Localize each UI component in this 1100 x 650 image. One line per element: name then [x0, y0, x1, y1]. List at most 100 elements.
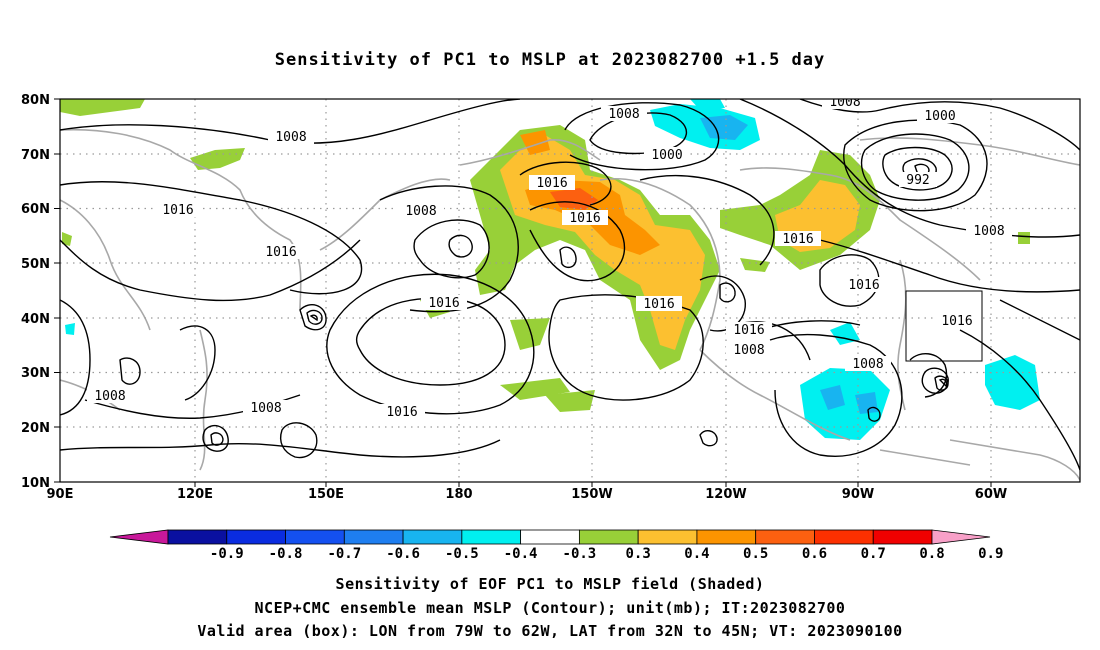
map-panel: 1008 1016 1016 1016 1008 1016 1008 1008 …	[59, 95, 1081, 483]
contour-label: 1000	[644, 147, 690, 163]
latitude-axis: 80N 70N 60N 50N 40N 30N 20N 10N	[21, 93, 50, 491]
contour-label: 1008	[966, 223, 1012, 239]
colorbar-label: 0.3	[626, 546, 651, 562]
contour-label: 1008	[87, 388, 133, 404]
svg-text:1008: 1008	[733, 343, 764, 358]
svg-text:1000: 1000	[651, 148, 682, 163]
svg-text:1008: 1008	[94, 389, 125, 404]
colorbar-swatch	[520, 529, 580, 545]
svg-text:1016: 1016	[536, 176, 567, 191]
svg-text:1008: 1008	[608, 107, 639, 122]
lat-ticks	[54, 98, 60, 483]
lon-label: 120W	[705, 487, 746, 502]
contour-label: 992	[899, 172, 937, 188]
contour-label: 1016	[258, 244, 304, 260]
contour-label: 1016	[841, 277, 887, 293]
colorbar-label: -0.6	[386, 546, 420, 562]
svg-text:1016: 1016	[265, 245, 296, 260]
contour-label: 1000	[917, 108, 963, 124]
valid-area-box	[905, 290, 983, 362]
svg-text:1016: 1016	[733, 323, 764, 338]
colorbar-swatch	[814, 529, 874, 545]
colorbar-label: 0.7	[861, 546, 886, 562]
svg-text:1016: 1016	[848, 278, 879, 293]
lat-label: 30N	[21, 366, 50, 381]
colorbar-label: 0.8	[919, 546, 944, 562]
colorbar-swatch	[578, 529, 639, 545]
lon-label: 90E	[47, 487, 74, 502]
colorbar-swatch	[872, 529, 933, 545]
colorbar-swatch	[285, 529, 345, 545]
svg-text:1008: 1008	[973, 224, 1004, 239]
svg-text:1016: 1016	[643, 297, 674, 312]
contour-label: 1016	[379, 404, 425, 420]
map-title: Sensitivity of PC1 to MSLP at 2023082700…	[274, 50, 826, 70]
colorbar-label: -0.9	[210, 546, 244, 562]
colorbar-swatch	[461, 529, 522, 545]
shade-blue	[700, 115, 878, 414]
colorbar-label: -0.5	[445, 546, 479, 562]
caption-contour: NCEP+CMC ensemble mean MSLP (Contour); u…	[254, 599, 846, 617]
lon-label: 180	[445, 487, 472, 502]
lat-label: 60N	[21, 202, 50, 217]
contour-label: 1016	[155, 202, 201, 218]
lon-label: 90W	[842, 487, 874, 502]
contour-labels: 1008 1016 1016 1016 1008 1016 1008 1008 …	[87, 95, 1012, 420]
contour-label: 1008	[822, 95, 868, 110]
svg-text:1008: 1008	[275, 130, 306, 145]
svg-text:1008: 1008	[852, 357, 883, 372]
colorbar-label: -0.8	[269, 546, 303, 562]
colorbar-label: 0.5	[743, 546, 768, 562]
lon-label: 150W	[571, 487, 612, 502]
svg-text:1008: 1008	[829, 95, 860, 110]
colorbar-swatch	[343, 529, 404, 545]
colorbar-swatch	[167, 529, 228, 545]
svg-text:1008: 1008	[250, 401, 281, 416]
colorbar-label: -0.3	[563, 546, 597, 562]
contour-label: 1016	[636, 296, 682, 312]
colorbar-swatch	[696, 529, 757, 545]
svg-text:1016: 1016	[428, 296, 459, 311]
contour-label: 1016	[934, 313, 980, 329]
contour-label: 1016	[562, 210, 608, 226]
lat-label: 70N	[21, 148, 50, 163]
lat-label: 40N	[21, 312, 50, 327]
contour-label: 1016	[726, 322, 772, 338]
svg-text:1008: 1008	[405, 204, 436, 219]
contour-label: 1008	[601, 106, 647, 122]
contour-label: 1008	[398, 203, 444, 219]
longitude-axis: 90E 120E 150E 180 150W 120W 90W 60W	[47, 487, 1008, 502]
lon-ticks	[194, 482, 992, 487]
svg-text:1016: 1016	[569, 211, 600, 226]
contour-label: 1016	[529, 175, 575, 191]
contour-label: 1008	[243, 400, 289, 416]
colorbar: -0.9 -0.8 -0.7 -0.6 -0.5 -0.4 -0.3 0.3 0.4 0.5 0.6…	[109, 529, 1003, 562]
lon-label: 60W	[975, 487, 1007, 502]
colorbar-label: -0.7	[327, 546, 361, 562]
svg-text:1016: 1016	[782, 232, 813, 247]
lon-label: 150E	[308, 487, 344, 502]
colorbar-swatch	[637, 529, 698, 545]
svg-text:1000: 1000	[924, 109, 955, 124]
caption-valid-area: Valid area (box): LON from 79W to 62W, L…	[197, 622, 903, 640]
contour-label: 1008	[268, 129, 314, 145]
svg-text:992: 992	[906, 173, 929, 188]
colorbar-label: -0.4	[504, 546, 538, 562]
lat-label: 80N	[21, 93, 50, 108]
contour-label: 1008	[845, 356, 891, 372]
lat-label: 50N	[21, 257, 50, 272]
colorbar-label: 0.9	[978, 546, 1003, 562]
lat-label: 20N	[21, 421, 50, 436]
svg-text:1016: 1016	[941, 314, 972, 329]
colorbar-arrow-low	[109, 529, 169, 545]
lon-label: 120E	[177, 487, 213, 502]
caption-shading: Sensitivity of EOF PC1 to MSLP field (Sh…	[335, 575, 765, 593]
svg-text:1016: 1016	[162, 203, 193, 218]
colorbar-swatch	[226, 529, 286, 545]
contour-label: 1016	[421, 295, 467, 311]
map-frame	[59, 98, 1081, 483]
colorbar-swatch	[755, 529, 815, 545]
svg-text:1016: 1016	[386, 405, 417, 420]
mslp-contours	[60, 99, 1080, 471]
